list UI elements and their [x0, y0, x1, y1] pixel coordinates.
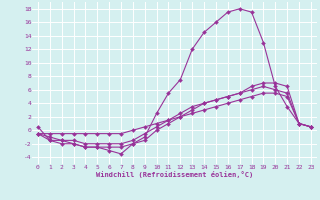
X-axis label: Windchill (Refroidissement éolien,°C): Windchill (Refroidissement éolien,°C) [96, 171, 253, 178]
